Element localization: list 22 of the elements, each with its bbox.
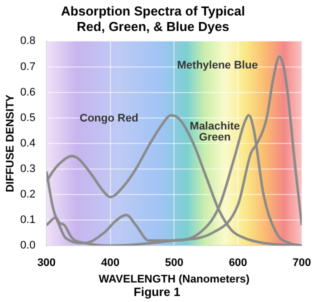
y-tick-label: 0.8 (20, 35, 36, 48)
x-tick-label: 300 (37, 257, 56, 270)
x-tick-label: 500 (164, 257, 184, 270)
caption: Figure 1 (134, 285, 181, 299)
text: Red, Green, & Blue Dyes (76, 18, 230, 34)
y-tick-label: 0.6 (20, 86, 36, 98)
x-axis-title: WAVELENGTH (Nanometers) (98, 273, 250, 286)
series-label: Methylene Blue (177, 60, 258, 72)
y-tick-label: 0.3 (20, 162, 36, 175)
y-tick-label: 0.5 (20, 112, 36, 124)
y-tick-label: 0.1 (20, 214, 36, 226)
y-tick-label: 0.4 (20, 137, 36, 150)
series-label: Malachite Green (190, 120, 240, 144)
text: Absorption Spectra of Typical (61, 3, 245, 18)
y-tick-label: 0.2 (20, 188, 36, 201)
y-tick-label: 0.0 (20, 240, 36, 252)
y-tick-label: 0.7 (20, 60, 36, 73)
x-tick-label: 600 (228, 257, 248, 270)
x-tick-label: 400 (101, 257, 120, 270)
x-tick-label: 700 (292, 257, 312, 270)
y-axis-title: DIFFUSE DENSITY (4, 94, 17, 192)
series-label: Congo Red (80, 112, 138, 124)
